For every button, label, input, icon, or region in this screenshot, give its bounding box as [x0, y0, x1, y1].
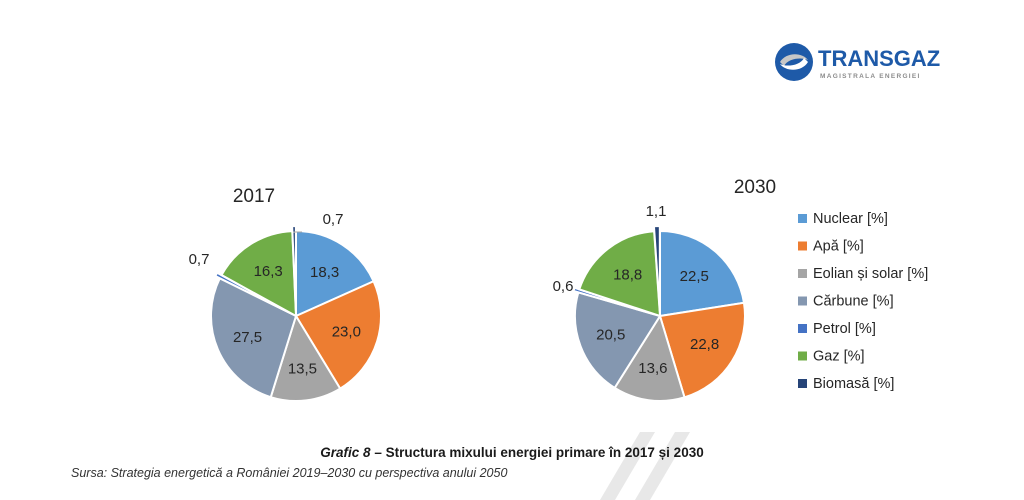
pie-chart-2017: 2017 18,3 23,0 13,5 27,5 0,7 16,3 0,7	[189, 186, 382, 402]
legend-swatch-3	[798, 269, 807, 278]
pie-slice-2030-3	[613, 313, 686, 402]
source-note: Sursa: Strategia energetică a României 2…	[71, 466, 508, 480]
slice-label-2017-5: 0,7	[189, 251, 210, 268]
legend-label-4: Cărbune [%]	[813, 294, 894, 310]
legend-label-7: Biomasă [%]	[813, 376, 894, 392]
pie-slice-2030-6	[578, 230, 662, 318]
caption-lead: Grafic 8	[320, 445, 371, 460]
slice-label-2030-5: 0,6	[553, 278, 574, 295]
caption-text: – Structura mixului energiei primare în …	[370, 445, 704, 460]
pie-slice-2017-2	[294, 279, 382, 390]
slice-label-2017-4: 27,5	[233, 329, 262, 346]
slice-label-2017-7: 0,7	[323, 211, 344, 228]
pie-slice-2017-4	[210, 277, 298, 399]
legend-swatch-6	[798, 351, 807, 361]
legend-swatch-1	[798, 214, 807, 223]
legend-label-5: Petrol [%]	[813, 321, 876, 337]
slice-label-2017-6: 16,3	[254, 263, 283, 280]
logo-emblem-icon	[775, 43, 813, 81]
pie-slice-2030-2	[658, 301, 746, 399]
pie-slice-2017-1	[295, 229, 375, 318]
pie-slice-2017-3	[269, 313, 342, 402]
legend-swatch-4	[798, 296, 807, 306]
pie-slice-2030-1	[659, 229, 746, 318]
transgaz-logo: TRANSGAZ MAGISTRALA ENERGIEI	[774, 40, 954, 84]
legend-label-6: Gaz [%]	[813, 349, 865, 365]
pie-slice-2017-7	[291, 225, 297, 312]
figure-caption: Grafic 8 – Structura mixului energiei pr…	[0, 445, 1024, 460]
slice-label-2030-4: 20,5	[596, 327, 625, 344]
pie-title-2030: 2030	[734, 177, 776, 198]
transgaz-logo-graphic: TRANSGAZ MAGISTRALA ENERGIEI	[775, 43, 940, 81]
slice-label-2030-1: 22,5	[680, 268, 709, 285]
slice-label-2030-2: 22,8	[690, 336, 719, 353]
leader-line-2017	[293, 231, 302, 234]
logo-tagline-text: MAGISTRALA ENERGIEI	[820, 73, 921, 80]
slice-label-2017-2: 23,0	[332, 324, 361, 341]
slice-label-2030-7: 1,1	[646, 203, 667, 220]
legend-label-1: Nuclear [%]	[813, 211, 888, 227]
slice-label-2030-6: 18,8	[613, 266, 642, 283]
pie-slice-2030-7	[652, 225, 661, 312]
logo-brand-text: TRANSGAZ	[818, 46, 940, 71]
slice-label-2017-1: 18,3	[310, 264, 339, 281]
legend-label-3: Eolian și solar [%]	[813, 266, 928, 282]
pie-slice-2030-4	[574, 291, 662, 390]
pie-chart-2030: 2030 22,5 22,8 13,6 20,5 0,6 18,8 1,1	[553, 177, 776, 402]
watermark-icon	[600, 432, 690, 500]
slice-label-2017-3: 13,5	[288, 360, 317, 377]
chart-legend: Nuclear [%] Apă [%] Eolian și solar [%] Căr…	[798, 211, 928, 392]
pie-title-2017: 2017	[233, 186, 275, 207]
legend-label-2: Apă [%]	[813, 239, 864, 255]
slice-label-2030-3: 13,6	[638, 360, 667, 377]
legend-swatch-5	[798, 324, 807, 333]
legend-swatch-7	[798, 379, 807, 388]
pie-slice-2017-6	[220, 230, 298, 318]
legend-swatch-2	[798, 241, 807, 251]
